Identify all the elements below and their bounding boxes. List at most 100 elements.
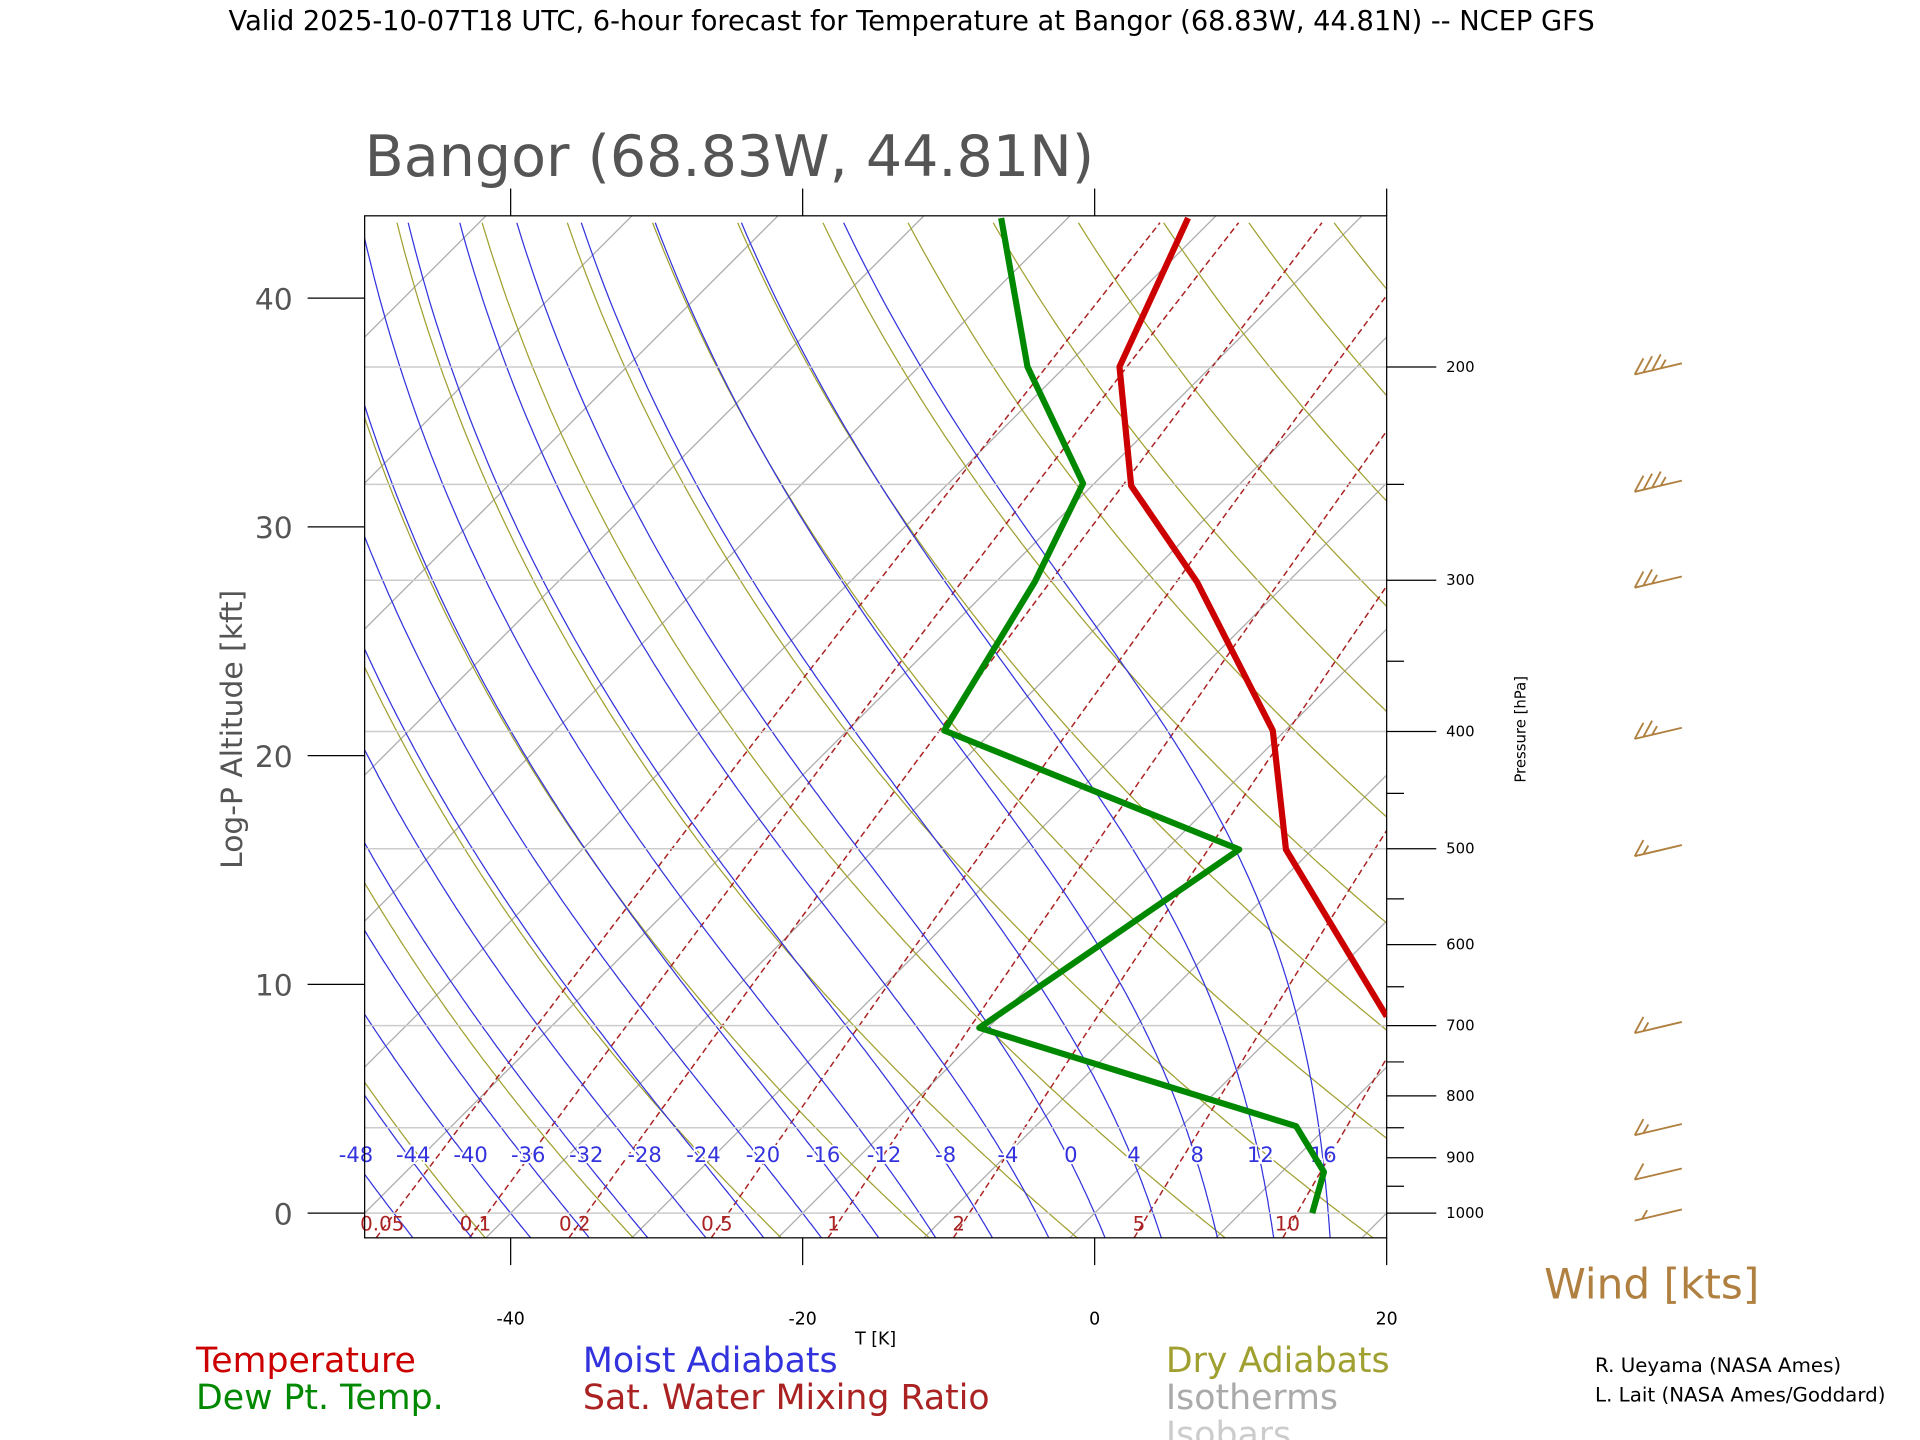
barb-staff bbox=[1634, 1167, 1683, 1181]
barb-staff bbox=[1634, 726, 1683, 740]
wind-barb bbox=[1633, 353, 1683, 376]
isotherm bbox=[364, 215, 1217, 1069]
barb-feather bbox=[1642, 569, 1653, 587]
dry-adiabat bbox=[364, 665, 782, 1238]
barb-feather bbox=[1642, 473, 1653, 491]
moist-adiabat bbox=[364, 748, 707, 1238]
dry-adiabat bbox=[1333, 222, 1387, 291]
legend-label: Dew Pt. Temp. bbox=[196, 1378, 444, 1418]
moist-adiabat-label: 8 bbox=[1191, 1142, 1204, 1167]
isotherm bbox=[364, 215, 1071, 922]
y2-axis-label: Pressure [hPa] bbox=[1512, 676, 1530, 783]
wind-label: Wind [kts] bbox=[1544, 1260, 1759, 1309]
suptitle: Valid 2025-10-07T18 UTC, 6-hour forecast… bbox=[229, 6, 1595, 37]
y2-tick-label: 300 bbox=[1446, 571, 1474, 589]
dry-adiabat bbox=[1504, 223, 1920, 1238]
mixing-ratio-label: 10 bbox=[1275, 1212, 1300, 1235]
legend-label: Sat. Water Mixing Ratio bbox=[583, 1378, 990, 1418]
mixing-ratio-line bbox=[468, 222, 1240, 1238]
mixing-ratio-label: 0.1 bbox=[460, 1212, 492, 1235]
moist-adiabat bbox=[580, 222, 1162, 1238]
y-tick-label: 40 bbox=[255, 282, 293, 317]
isotherm bbox=[923, 774, 1387, 1238]
moist-adiabat-label: -28 bbox=[627, 1142, 661, 1167]
barb-half bbox=[1651, 574, 1658, 585]
barb-feather bbox=[1651, 353, 1662, 371]
moist-adiabat bbox=[364, 1013, 532, 1238]
x-tick-label: 0 bbox=[1089, 1310, 1100, 1330]
moist-adiabat bbox=[364, 929, 590, 1238]
barb-half bbox=[1651, 725, 1658, 736]
dry-adiabat bbox=[364, 1081, 486, 1238]
background-lines bbox=[0, 215, 1920, 1238]
moist-adiabat bbox=[364, 647, 765, 1238]
moist-adiabat bbox=[364, 1094, 473, 1238]
dry-adiabat bbox=[992, 222, 1387, 713]
dry-adiabat bbox=[822, 222, 1387, 924]
wind-barb bbox=[1633, 569, 1683, 589]
y-tick-label: 30 bbox=[255, 511, 293, 546]
wind-barb bbox=[1633, 471, 1683, 493]
barb-feather bbox=[1633, 839, 1645, 857]
dry-adiabat bbox=[1845, 223, 1920, 1238]
barb-staff bbox=[1634, 1208, 1683, 1222]
moist-adiabat bbox=[740, 222, 1275, 1238]
mixing-ratio-label: 1 bbox=[827, 1212, 840, 1235]
y2-tick-label: 700 bbox=[1446, 1017, 1474, 1035]
isotherm bbox=[364, 215, 925, 776]
legend-label: Isobars bbox=[1166, 1415, 1291, 1440]
isotherm bbox=[777, 628, 1387, 1238]
barb-half bbox=[1642, 1021, 1650, 1032]
x-tick-label: -40 bbox=[496, 1310, 524, 1330]
wind-barb bbox=[1633, 1016, 1683, 1035]
dry-adiabat bbox=[651, 222, 1387, 1140]
isotherm bbox=[631, 482, 1387, 1238]
y2-tick-label: 900 bbox=[1446, 1149, 1474, 1167]
wind-barb bbox=[1633, 1118, 1683, 1137]
mixing-ratio-line bbox=[568, 222, 1323, 1238]
barb-feather bbox=[1633, 1016, 1645, 1034]
y-tick-label: 10 bbox=[255, 969, 293, 1004]
isotherm bbox=[0, 216, 194, 1238]
barb-half bbox=[1659, 359, 1667, 369]
dry-adiabat bbox=[0, 223, 337, 1238]
isotherm bbox=[1508, 216, 1920, 1238]
moist-adiabat-label: -16 bbox=[806, 1142, 840, 1167]
legend-label: Dry Adiabats bbox=[1166, 1341, 1390, 1381]
isotherm bbox=[1215, 1066, 1387, 1238]
y2-tick-label: 400 bbox=[1446, 722, 1474, 740]
barb-half bbox=[1659, 476, 1667, 487]
moist-adiabat-label: 12 bbox=[1247, 1142, 1274, 1167]
moist-adiabat-label: -4 bbox=[997, 1142, 1018, 1167]
barb-staff bbox=[1634, 1021, 1683, 1035]
mixing-ratio-label: 0.05 bbox=[360, 1212, 404, 1235]
isotherm bbox=[364, 215, 779, 630]
y2-tick-label: 1000 bbox=[1446, 1204, 1484, 1222]
x-tick-label: -20 bbox=[788, 1310, 816, 1330]
mixing-ratio-line bbox=[1133, 829, 1387, 1238]
x-axis-label: T [K] bbox=[854, 1329, 896, 1349]
credit: L. Lait (NASA Ames/Goddard) bbox=[1595, 1384, 1885, 1407]
barb-half bbox=[1641, 1209, 1648, 1220]
y2-tick-label: 800 bbox=[1446, 1087, 1474, 1105]
barb-staff bbox=[1634, 362, 1683, 376]
moist-adiabat bbox=[407, 222, 993, 1238]
legend-label: Moist Adiabats bbox=[583, 1341, 838, 1381]
moist-adiabat bbox=[843, 222, 1331, 1238]
wind-barb bbox=[1633, 839, 1683, 858]
isotherm bbox=[1069, 920, 1387, 1238]
mixing-ratio-line bbox=[710, 294, 1387, 1238]
credit: R. Ueyama (NASA Ames) bbox=[1595, 1354, 1841, 1377]
barb-staff bbox=[1634, 575, 1683, 589]
moist-adiabat bbox=[364, 235, 937, 1238]
plot-frame bbox=[364, 215, 1388, 1239]
mixing-ratio-label: 2 bbox=[952, 1212, 965, 1235]
wind-barb bbox=[1634, 1208, 1683, 1222]
dry-adiabat bbox=[481, 222, 1226, 1238]
legend-label: Temperature bbox=[195, 1341, 416, 1381]
barb-half bbox=[1642, 845, 1650, 855]
moist-adiabat-label: -8 bbox=[935, 1142, 956, 1167]
y-tick-label: 0 bbox=[274, 1197, 293, 1232]
mixing-ratio-line bbox=[827, 429, 1387, 1238]
